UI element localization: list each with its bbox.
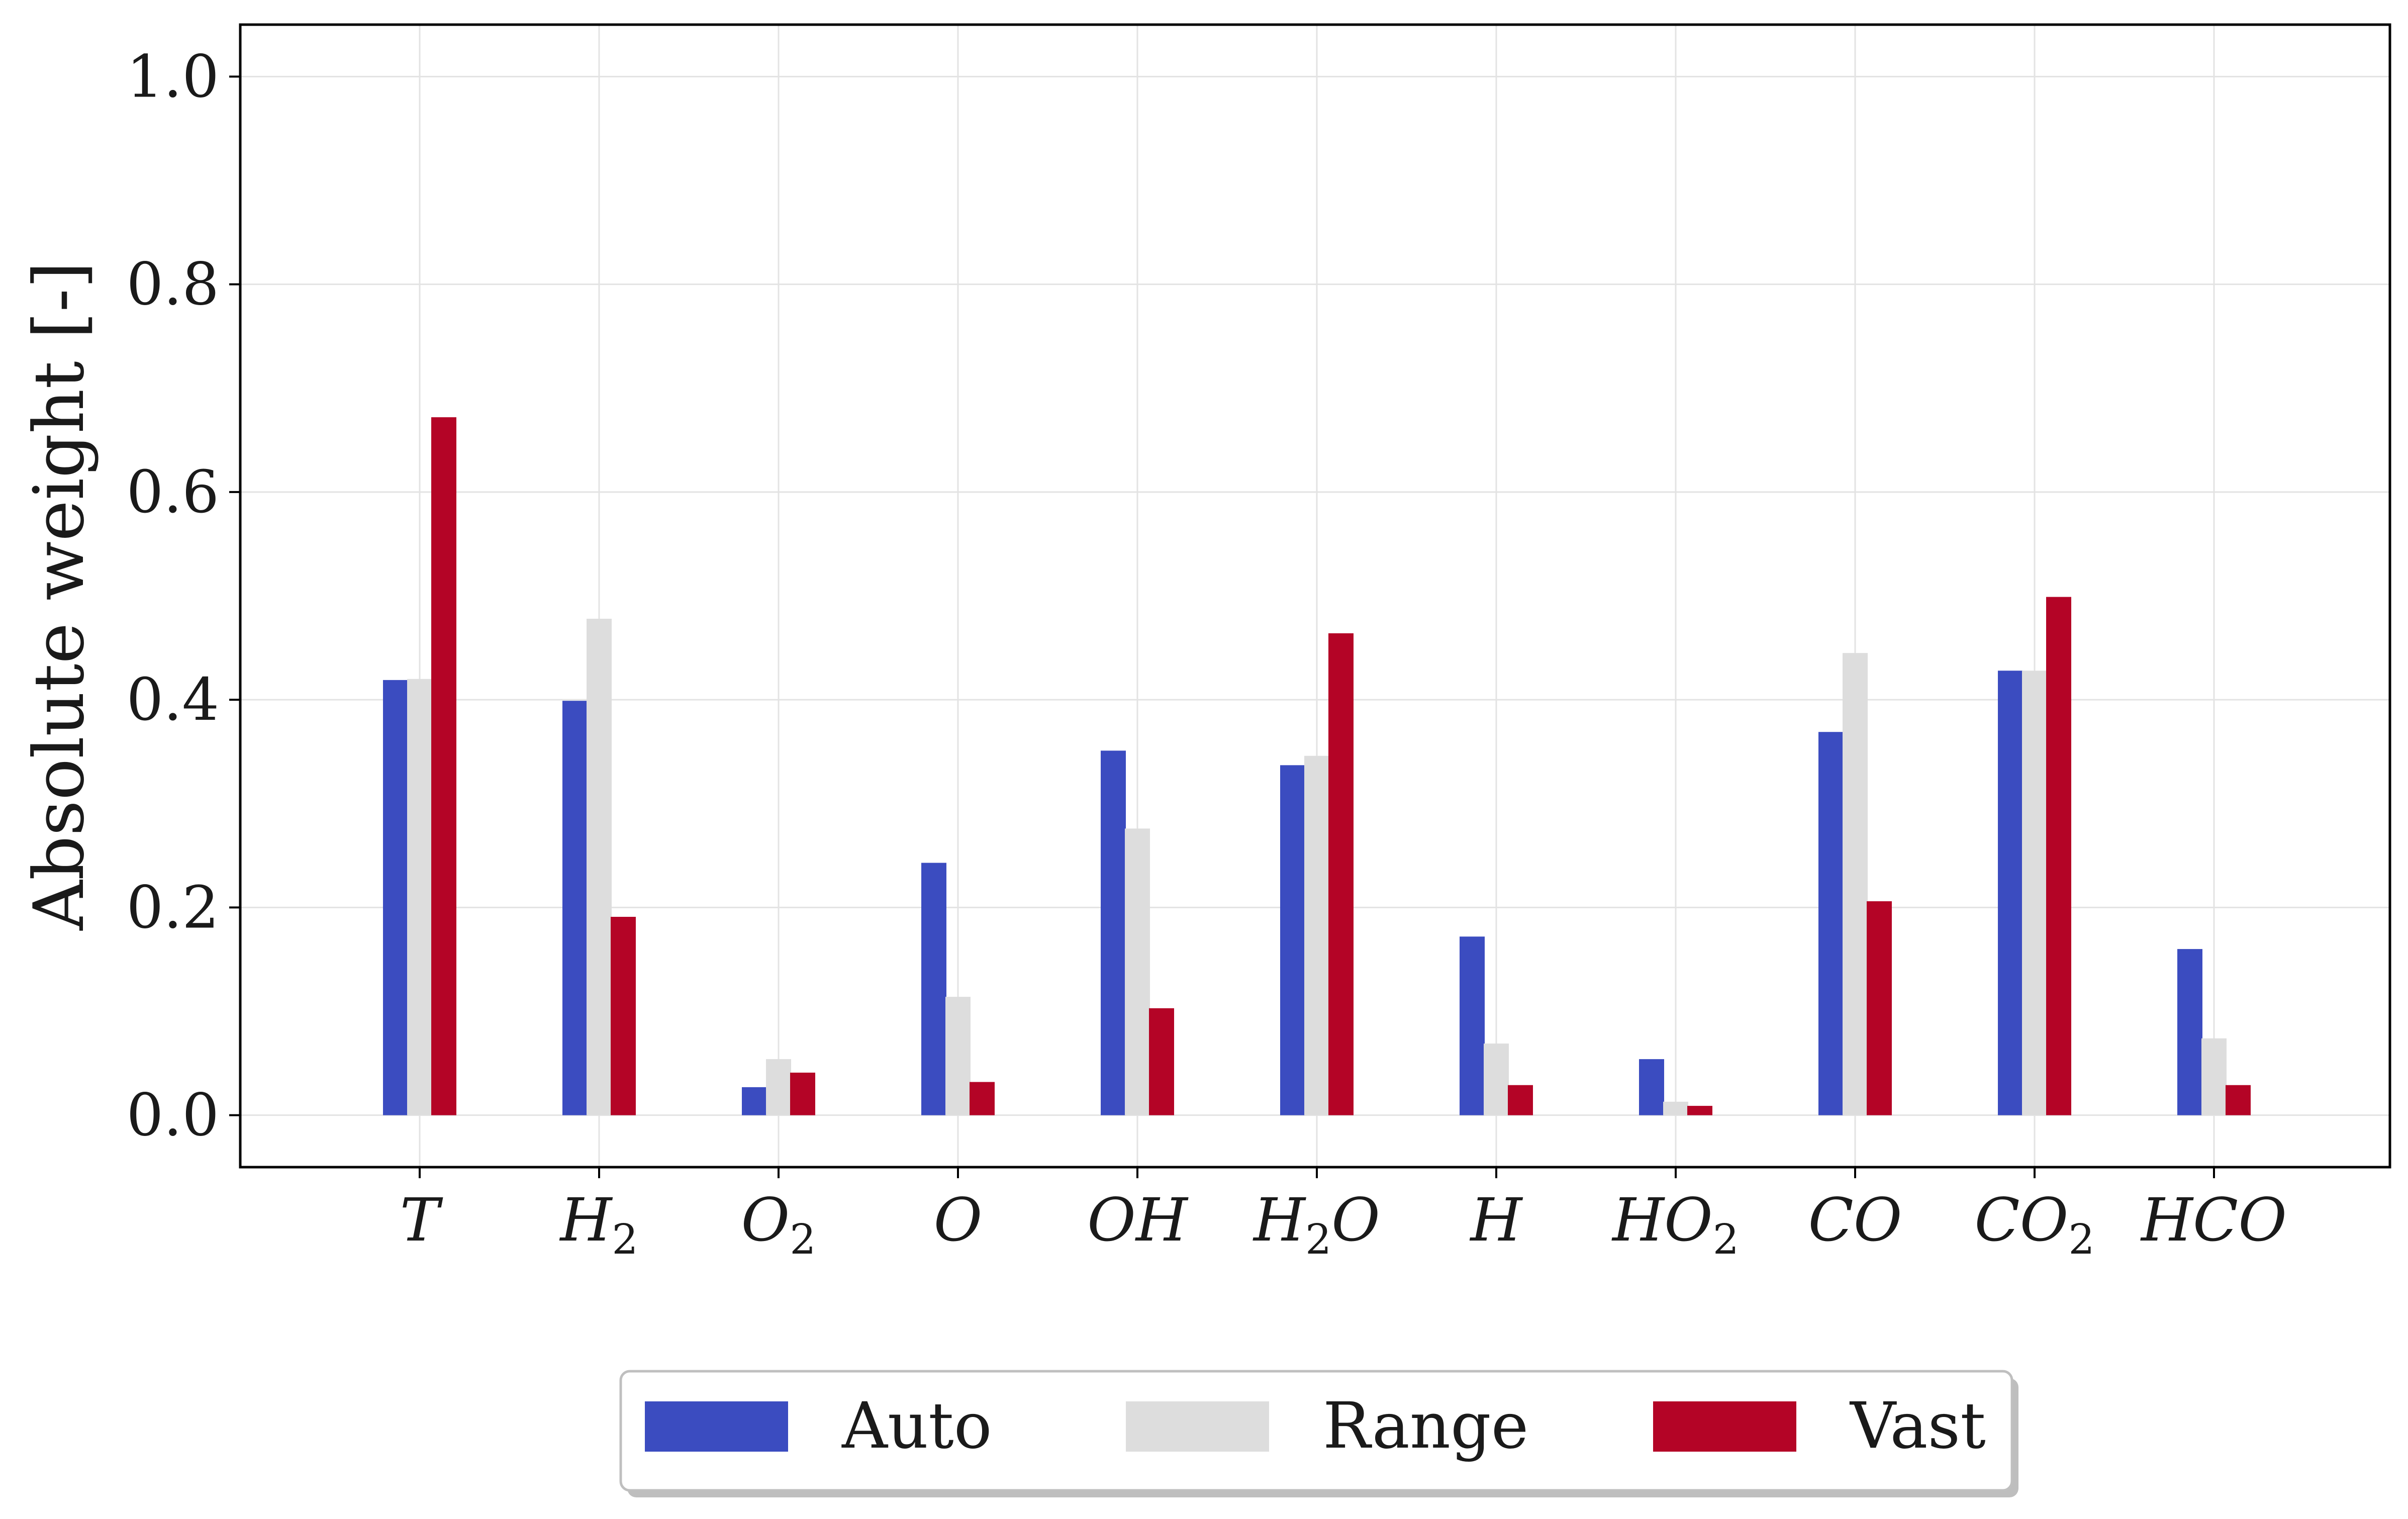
x-tick-label: H2 <box>559 1185 638 1264</box>
legend-swatch-auto <box>645 1401 788 1452</box>
x-tick-label: O <box>934 1185 983 1255</box>
legend-swatch-vast <box>1653 1401 1796 1452</box>
plot-frame <box>239 23 2391 1169</box>
x-tick-label-base: O <box>934 1185 983 1255</box>
x-tick-label: H <box>1470 1185 1523 1255</box>
y-tick-label: 0.8 <box>127 251 219 319</box>
x-tick-label: O2 <box>741 1185 816 1264</box>
bar-auto-9 <box>1998 671 2023 1115</box>
x-tick-label-base: H <box>559 1185 613 1255</box>
bar-range-5 <box>1304 755 1329 1115</box>
x-tick-label-subscript: 2 <box>612 1216 638 1264</box>
bar-auto-4 <box>1101 750 1126 1115</box>
bar-auto-5 <box>1280 765 1305 1115</box>
bar-auto-3 <box>921 863 946 1115</box>
y-tick-label: 0.6 <box>127 458 219 526</box>
x-tick-label-base: T <box>400 1185 443 1255</box>
x-tick-label-base: HCO <box>2140 1185 2287 1255</box>
x-tick-label-tail: O <box>1331 1185 1380 1255</box>
x-tick-label: T <box>400 1185 443 1255</box>
x-tick-label-subscript: 2 <box>790 1216 816 1264</box>
bar-vast-6 <box>1508 1085 1533 1115</box>
x-tick-label: CO2 <box>1974 1185 2094 1264</box>
bar-range-3 <box>945 997 971 1115</box>
legend: Auto Range Vast <box>619 1370 2018 1497</box>
x-tick-label-base: H <box>1253 1185 1306 1255</box>
x-tick-label-base: HO <box>1611 1185 1713 1255</box>
legend-label-range: Range <box>1323 1389 1528 1463</box>
bar-auto-8 <box>1818 732 1844 1115</box>
y-axis-ticks: 0.0 0.2 0.4 0.6 0.8 1.0 <box>127 43 240 1150</box>
bar-auto-1 <box>562 701 588 1115</box>
bars <box>383 417 2251 1115</box>
bar-range-8 <box>1843 653 1868 1115</box>
x-tick-label-base: O <box>741 1185 790 1255</box>
grid-lines <box>240 25 2390 1167</box>
bar-vast-2 <box>790 1072 815 1115</box>
y-tick-label: 1.0 <box>127 43 219 111</box>
y-axis-title: Absolute weight [-] <box>19 261 100 931</box>
bar-vast-4 <box>1149 1008 1174 1115</box>
legend-label-auto: Auto <box>841 1389 992 1463</box>
x-tick-label-subscript: 2 <box>1713 1216 1739 1264</box>
y-tick-label: 0.0 <box>127 1082 219 1150</box>
x-tick-label-base: H <box>1470 1185 1523 1255</box>
bar-auto-10 <box>2177 949 2202 1115</box>
bar-range-4 <box>1125 828 1150 1115</box>
bar-auto-2 <box>742 1087 767 1115</box>
bar-vast-5 <box>1328 633 1354 1115</box>
bar-range-2 <box>766 1059 791 1115</box>
bar-vast-7 <box>1687 1106 1712 1115</box>
bar-auto-6 <box>1460 936 1485 1115</box>
x-tick-label: HCO <box>2140 1185 2287 1255</box>
y-tick-label: 0.2 <box>127 874 219 941</box>
x-tick-label: CO <box>1808 1185 1902 1255</box>
x-tick-label: HO2 <box>1611 1185 1739 1264</box>
x-tick-label: H2O <box>1253 1185 1380 1264</box>
legend-label-vast: Vast <box>1849 1389 1986 1463</box>
x-axis-ticks: T H2 O2 O OH H2O H HO2 CO CO2 HCO <box>400 1167 2287 1264</box>
bar-range-7 <box>1663 1101 1688 1115</box>
bar-range-6 <box>1484 1043 1509 1115</box>
bar-range-0 <box>407 679 432 1115</box>
bar-auto-0 <box>383 680 408 1115</box>
y-tick-label: 0.4 <box>127 666 219 734</box>
bar-vast-8 <box>1867 901 1892 1115</box>
legend-swatch-range <box>1126 1401 1269 1452</box>
x-tick-label-base: CO <box>1974 1185 2068 1255</box>
bar-vast-0 <box>431 417 456 1115</box>
x-tick-label-subscript: 2 <box>2068 1216 2094 1264</box>
bar-vast-9 <box>2046 597 2071 1115</box>
bar-range-9 <box>2022 671 2047 1115</box>
bar-vast-10 <box>2226 1085 2251 1115</box>
bar-vast-1 <box>611 917 636 1115</box>
x-tick-label-base: CO <box>1808 1185 1902 1255</box>
bar-auto-7 <box>1639 1059 1664 1115</box>
x-tick-label-subscript: 2 <box>1305 1216 1331 1264</box>
bar-range-1 <box>587 618 612 1115</box>
bar-range-10 <box>2201 1038 2227 1115</box>
x-tick-label-base: OH <box>1087 1185 1189 1255</box>
bar-vast-3 <box>970 1082 995 1115</box>
legend-box <box>619 1370 2013 1492</box>
x-tick-label: OH <box>1087 1185 1189 1255</box>
